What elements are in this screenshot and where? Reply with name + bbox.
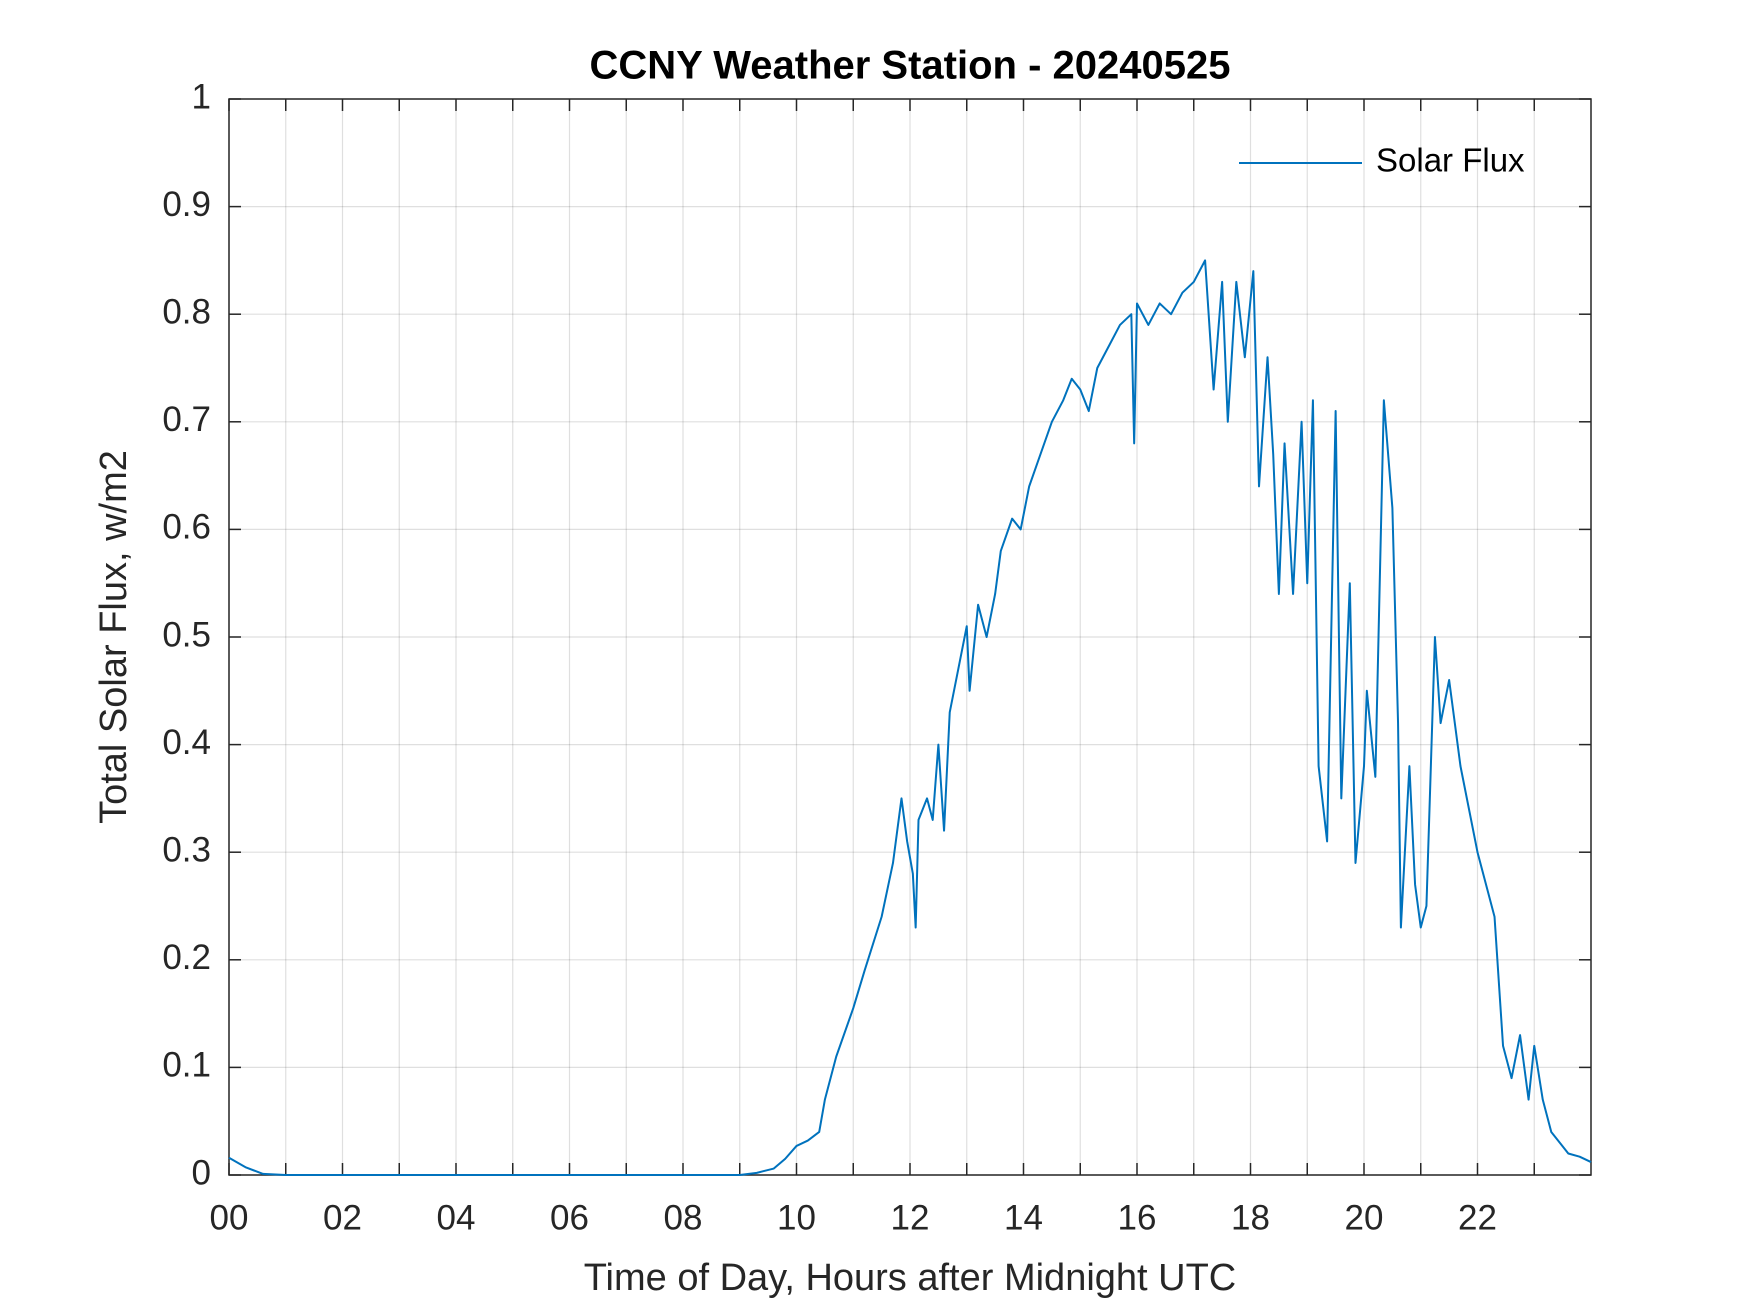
y-tick-label: 0.4 xyxy=(162,723,211,762)
x-axis-label: Time of Day, Hours after Midnight UTC xyxy=(584,1257,1237,1299)
x-tick-label: 04 xyxy=(437,1198,476,1237)
x-tick-label: 18 xyxy=(1231,1198,1270,1237)
x-tick-label: 02 xyxy=(323,1198,362,1237)
y-tick-label: 0.6 xyxy=(162,508,211,547)
y-tick-label: 0.9 xyxy=(162,185,211,224)
y-tick-label: 0.2 xyxy=(162,938,211,977)
y-tick-label: 0.7 xyxy=(162,400,211,439)
x-tick-label: 00 xyxy=(210,1198,249,1237)
x-tick-label: 08 xyxy=(664,1198,703,1237)
x-tick-label: 10 xyxy=(777,1198,816,1237)
x-tick-label: 22 xyxy=(1458,1198,1497,1237)
chart-title: CCNY Weather Station - 20240525 xyxy=(590,44,1231,88)
x-tick-label: 20 xyxy=(1345,1198,1384,1237)
y-tick-label: 0 xyxy=(192,1153,211,1192)
x-tick-label: 14 xyxy=(1004,1198,1043,1237)
legend-label: Solar Flux xyxy=(1376,142,1525,179)
plot-frame xyxy=(228,98,1592,1176)
x-tick-label: 12 xyxy=(891,1198,930,1237)
data-line xyxy=(228,259,1592,1176)
y-tick-label: 0.1 xyxy=(162,1046,211,1085)
y-tick-label: 0.8 xyxy=(162,292,211,331)
x-tick-label: 06 xyxy=(550,1198,589,1237)
y-tick-label: 1 xyxy=(192,77,211,116)
x-tick-label: 16 xyxy=(1118,1198,1157,1237)
y-tick-label: 0.3 xyxy=(162,830,211,869)
y-tick-label: 0.5 xyxy=(162,615,211,654)
y-axis-label: Total Solar Flux, w/m2 xyxy=(93,450,135,824)
